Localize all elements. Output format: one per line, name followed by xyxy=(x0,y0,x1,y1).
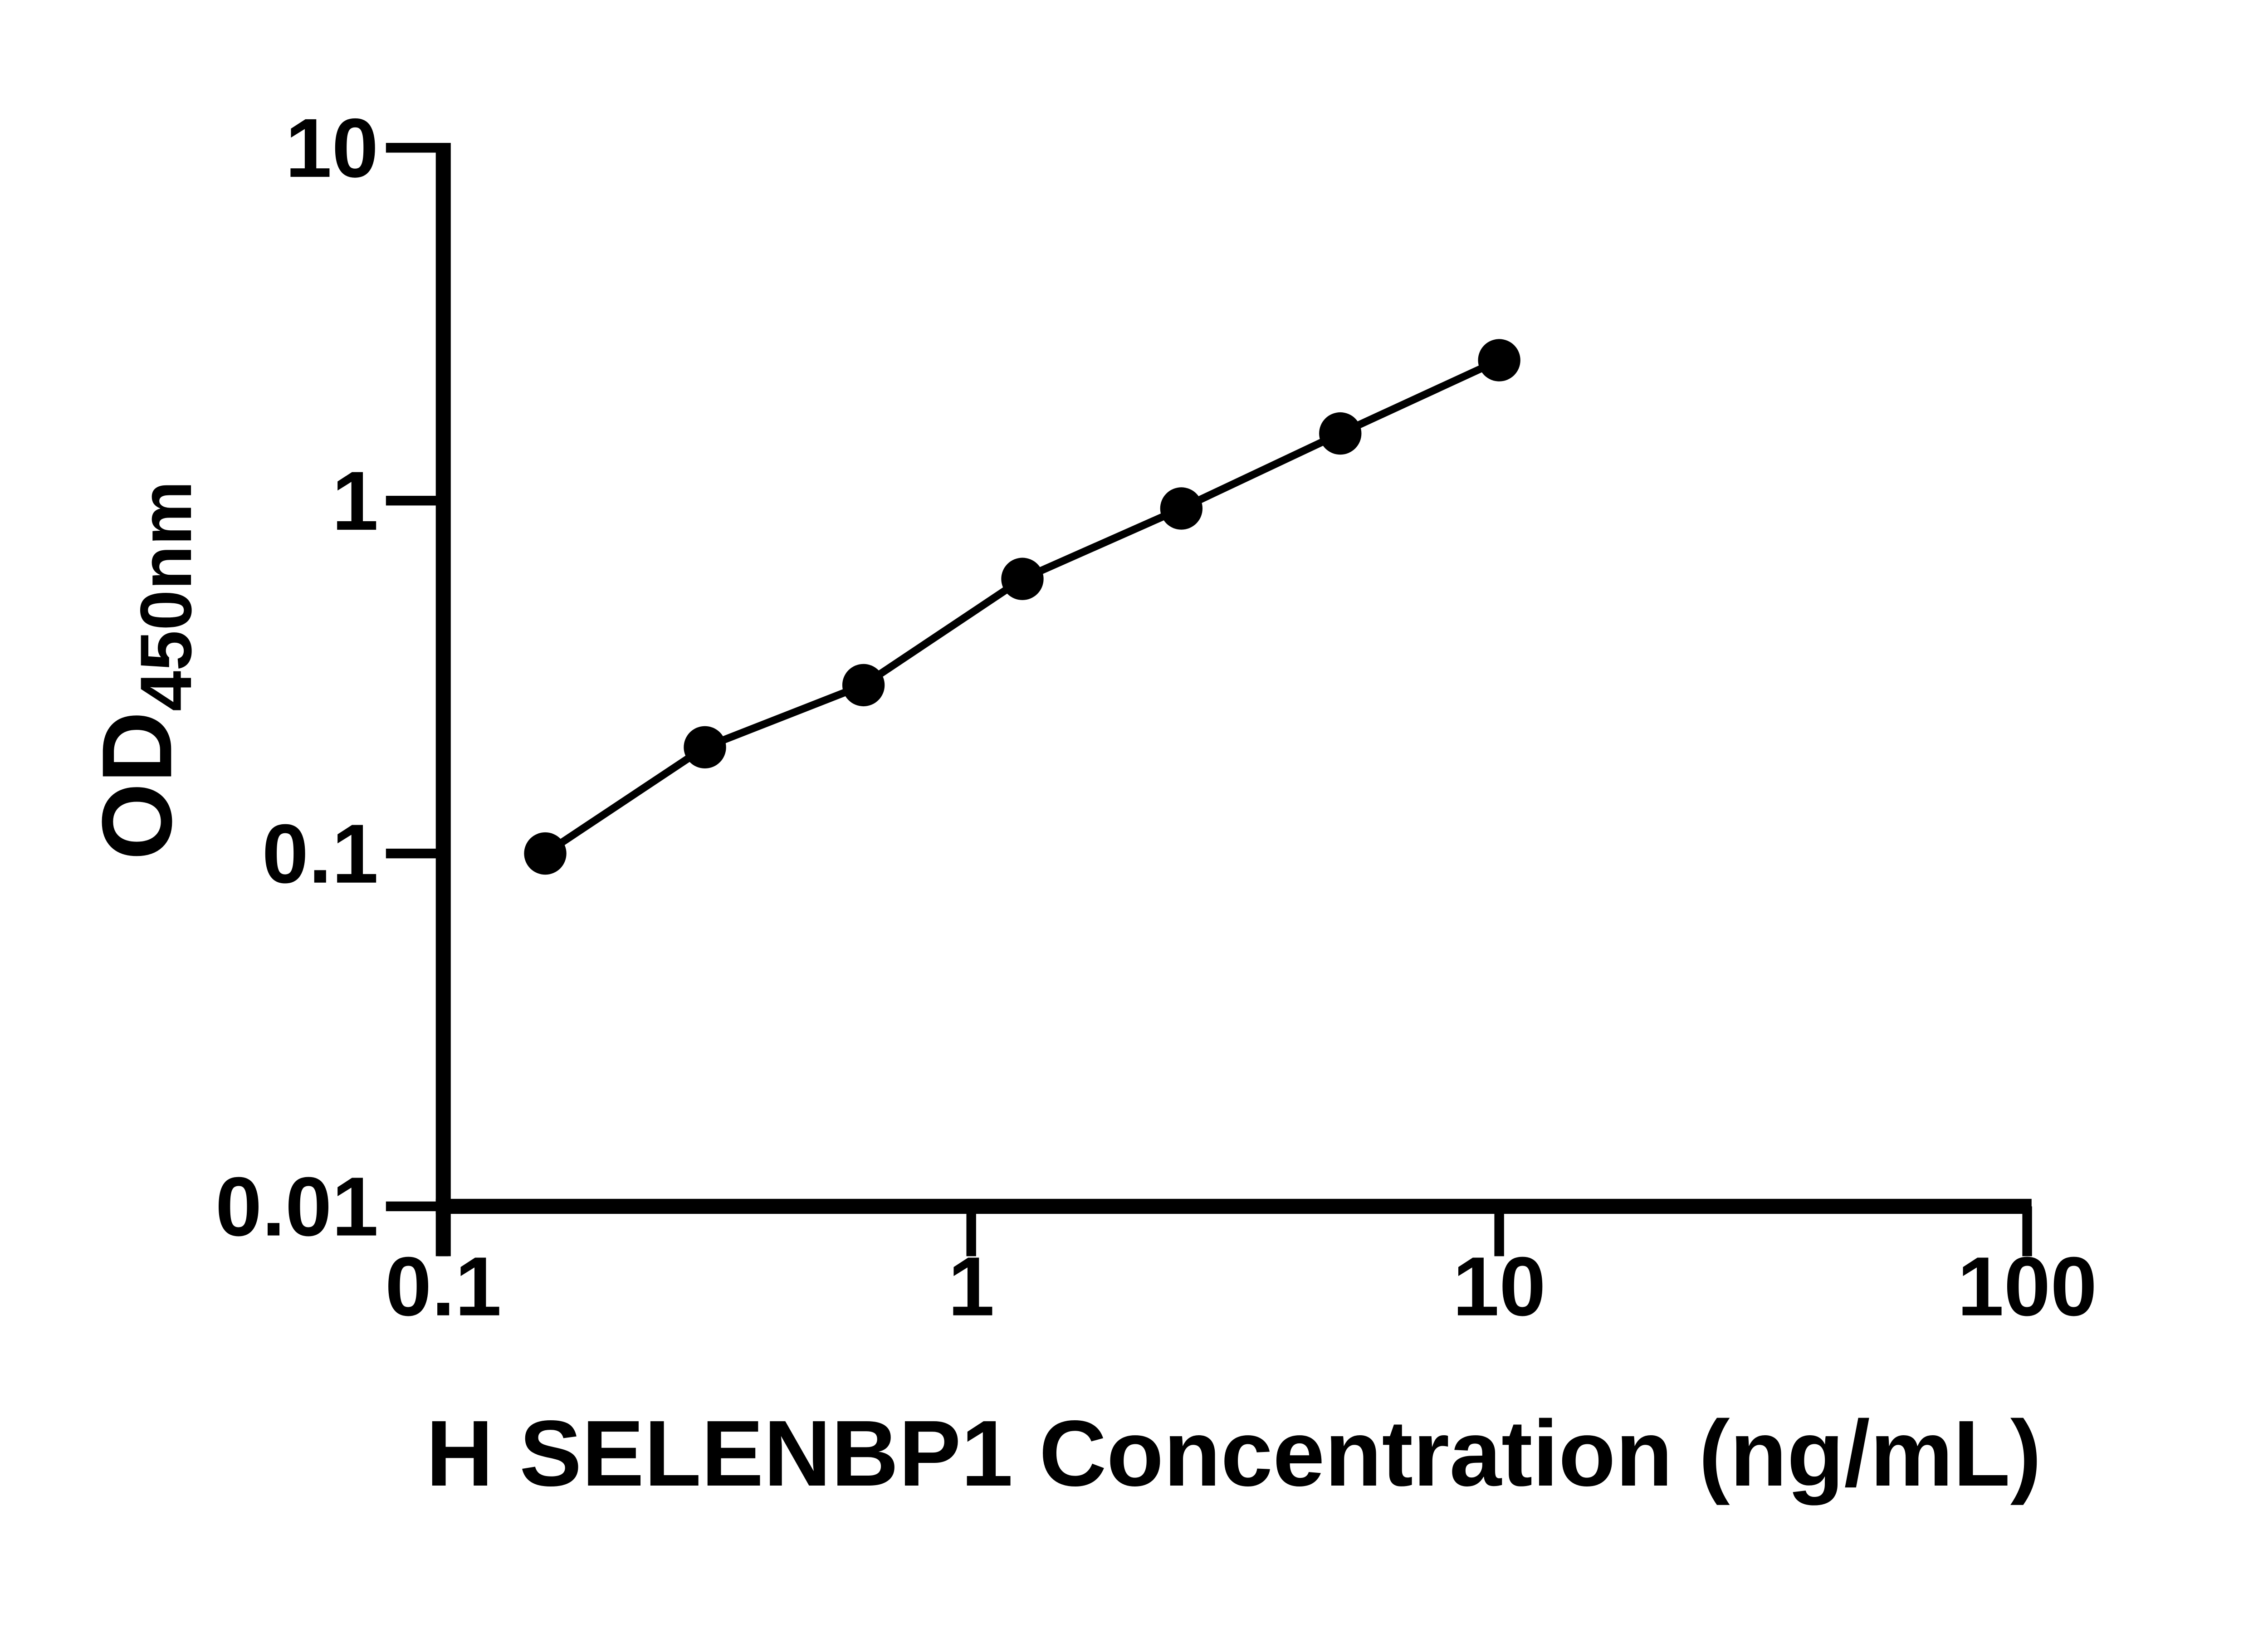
y-axis-title-subscript: 450nm xyxy=(125,481,206,711)
x-tick-label-0.1: 0.1 xyxy=(385,1240,502,1334)
data-point-2 xyxy=(842,664,885,707)
x-axis-title: H SELENBP1 Concentration (ng/mL) xyxy=(426,1401,2042,1506)
y-axis-title: OD450nm xyxy=(82,481,206,861)
y-tick-label-0.01: 0.01 xyxy=(215,1160,379,1254)
x-tick-label-10: 10 xyxy=(1452,1240,1545,1334)
data-series xyxy=(524,339,1520,875)
y-tick-label-0.1: 0.1 xyxy=(262,807,378,901)
data-point-0 xyxy=(524,832,567,875)
x-tick-label-100: 100 xyxy=(1957,1240,2097,1334)
y-axis-title-main: OD xyxy=(82,711,192,860)
data-point-6 xyxy=(1478,339,1520,381)
y-tick-label-1: 1 xyxy=(332,455,379,548)
data-point-4 xyxy=(1160,487,1203,530)
axes xyxy=(435,143,2032,1257)
data-point-3 xyxy=(1001,557,1044,600)
elisa-standard-curve-figure: 10 1 0.1 0.01 0.1 1 10 100 H SELENBP1 Concentra… xyxy=(82,101,2097,1506)
x-tick-label-1: 1 xyxy=(948,1240,995,1334)
data-point-5 xyxy=(1319,412,1362,455)
data-point-1 xyxy=(684,726,726,769)
y-tick-label-10: 10 xyxy=(285,102,379,195)
axis-ticks xyxy=(386,143,2032,1257)
